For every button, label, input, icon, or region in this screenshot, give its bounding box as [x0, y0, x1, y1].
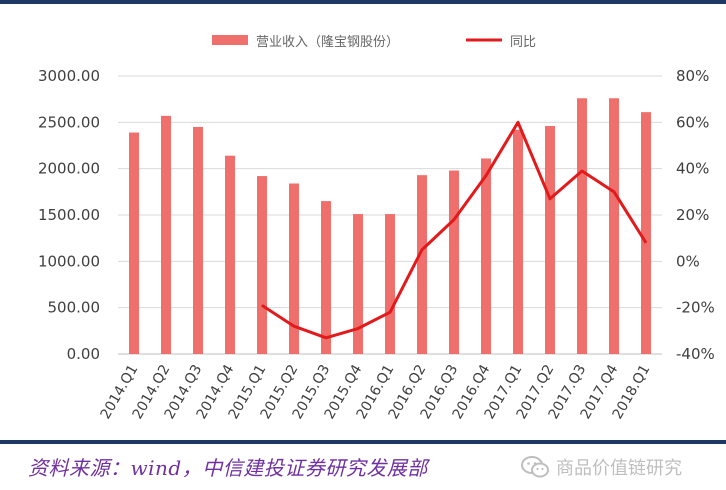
top-rule [0, 0, 726, 4]
yoy-point [549, 198, 551, 200]
yoy-point [293, 325, 295, 327]
bar [321, 201, 331, 354]
watermark-text: 商品价值链研究 [556, 458, 682, 479]
yoy-point [645, 242, 647, 244]
yoy-point [261, 304, 263, 306]
bottom-rule [0, 440, 726, 444]
yoy-point [357, 328, 359, 330]
yoy-point [485, 175, 487, 177]
legend-bar-label: 营业收入（隆宝钢股份） [256, 35, 399, 50]
bar [161, 115, 171, 354]
bar [609, 98, 619, 355]
yoy-point [421, 249, 423, 251]
legend-bar-swatch [212, 35, 248, 45]
yoy-point [613, 191, 615, 193]
bar [353, 214, 363, 354]
left-tick-label: 2500.00 [38, 113, 100, 131]
right-tick-label: 0% [676, 252, 700, 270]
bar [545, 126, 555, 354]
yoy-point [325, 337, 327, 339]
left-tick-label: 0.00 [67, 345, 100, 363]
x-axis: 2014.Q12014.Q22014.Q32014.Q42015.Q12015.… [98, 362, 654, 422]
yoy-point [581, 170, 583, 172]
bar [513, 129, 523, 354]
left-tick-label: 1000.00 [38, 252, 100, 270]
wechat-icon [521, 456, 549, 478]
left-tick-label: 500.00 [48, 299, 101, 317]
right-tick-label: -40% [676, 345, 715, 363]
right-axis: -40% -20% 0% 20% 40% 60% 80% [676, 67, 715, 363]
yoy-point [453, 219, 455, 221]
bar [129, 132, 139, 354]
bar [257, 176, 267, 354]
left-tick-label: 1500.00 [38, 206, 100, 224]
bars [129, 98, 651, 355]
yoy-line [261, 120, 648, 340]
right-tick-label: 20% [676, 206, 709, 224]
bar [417, 175, 427, 354]
bar [193, 126, 203, 354]
bar [385, 214, 395, 354]
grid [118, 75, 662, 355]
watermark: 商品价值链研究 [520, 452, 682, 482]
legend-line-label: 同比 [510, 35, 536, 50]
yoy-point [389, 311, 391, 313]
source-note: 资料来源：wind，中信建投证券研究发展部 [28, 456, 428, 480]
left-axis: 0.00 500.00 1000.00 1500.00 2000.00 2500.00 30… [38, 67, 100, 363]
bar [225, 155, 235, 354]
yoy-point [517, 121, 519, 123]
legend: 营业收入（隆宝钢股份） 同比 [212, 35, 536, 50]
bar [289, 183, 299, 354]
right-tick-label: 80% [676, 67, 709, 85]
right-tick-label: 60% [676, 113, 709, 131]
bar [577, 98, 587, 355]
chart: 0.00 500.00 1000.00 1500.00 2000.00 2500.00 30… [38, 35, 715, 422]
left-tick-label: 2000.00 [38, 160, 100, 178]
bar [449, 170, 459, 354]
bar [641, 112, 651, 354]
right-tick-label: 40% [676, 160, 709, 178]
left-tick-label: 3000.00 [38, 67, 100, 85]
right-tick-label: -20% [676, 299, 715, 317]
bar [481, 158, 491, 354]
